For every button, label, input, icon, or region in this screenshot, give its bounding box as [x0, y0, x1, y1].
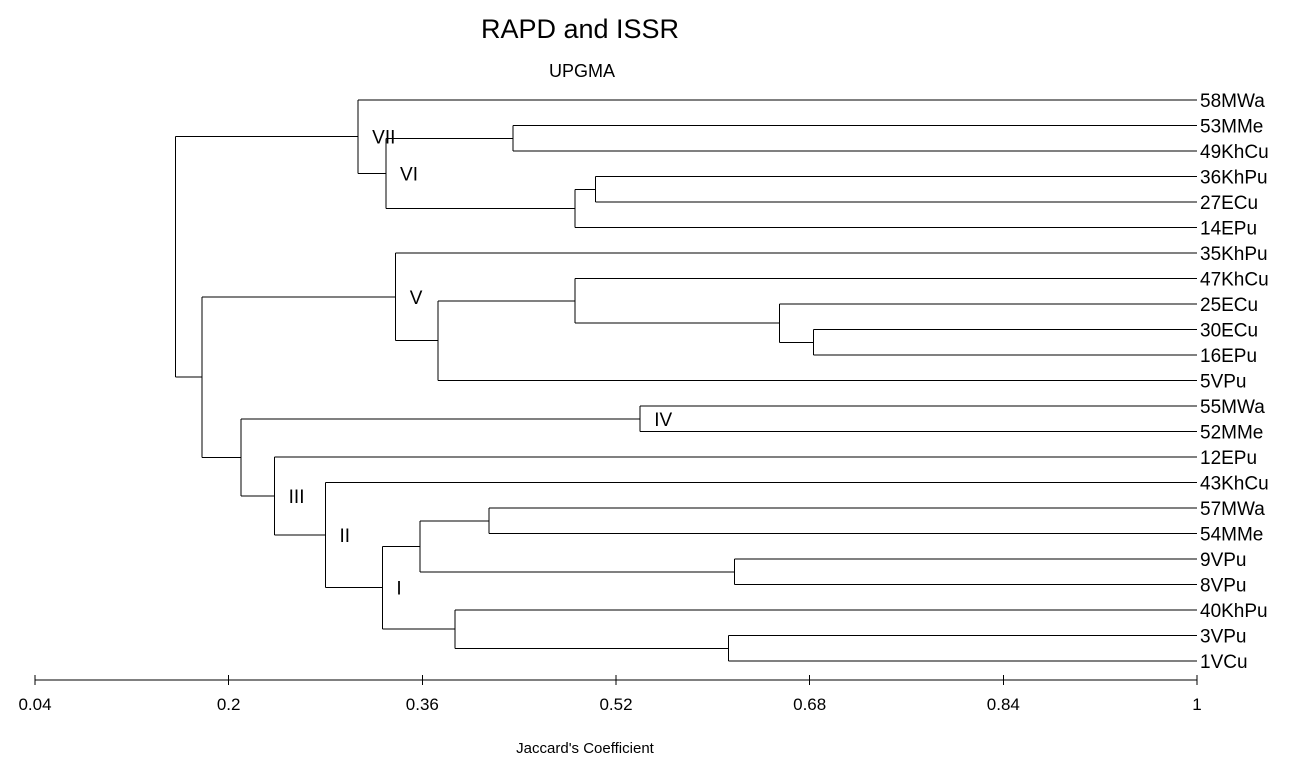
leaf-label: 49KhCu [1200, 142, 1269, 163]
x-tick-label: 0.68 [793, 695, 826, 714]
leaf-label: 53MMe [1200, 117, 1263, 138]
leaf-label: 47KhCu [1200, 270, 1269, 291]
leaf-label: 12EPu [1200, 448, 1257, 469]
chart-subtitle: UPGMA [549, 61, 615, 81]
leaf-labels: 58MWa 53MMe 49KhCu 36KhPu 27ECu 14EPu 35KhPu 47… [1200, 91, 1269, 673]
group-label-VI: VI [400, 164, 418, 185]
leaf-label: 35KhPu [1200, 244, 1268, 265]
leaf-label: 9VPu [1200, 550, 1246, 571]
leaf-label: 27ECu [1200, 193, 1258, 214]
leaf-label: 57MWa [1200, 499, 1265, 520]
leaf-label: 14EPu [1200, 219, 1257, 240]
leaf-label: 40KhPu [1200, 601, 1268, 622]
x-axis-label: Jaccard's Coefficient [516, 740, 654, 757]
chart-title: RAPD and ISSR [481, 14, 679, 44]
leaf-label: 58MWa [1200, 91, 1265, 112]
group-label-III: III [289, 487, 305, 508]
leaf-label: 3VPu [1200, 627, 1246, 648]
x-tick-label: 1 [1192, 695, 1201, 714]
leaf-label: 30ECu [1200, 321, 1258, 342]
leaf-label: 25ECu [1200, 295, 1258, 316]
x-tick-label: 0.04 [18, 695, 51, 714]
leaf-label: 5VPu [1200, 372, 1246, 393]
leaf-label: 55MWa [1200, 397, 1265, 418]
x-axis: 0.04 0.2 0.36 0.52 0.68 0.84 1 [18, 675, 1202, 714]
leaf-label: 52MMe [1200, 423, 1263, 444]
leaf-label: 43KhCu [1200, 474, 1269, 495]
group-label-V: V [410, 288, 423, 309]
leaf-label: 54MMe [1200, 525, 1263, 546]
leaf-label: 8VPu [1200, 576, 1246, 597]
group-label-IV: IV [654, 410, 672, 431]
x-tick-label: 0.52 [599, 695, 632, 714]
x-tick-label: 0.36 [406, 695, 439, 714]
dendrogram-branches [174, 99, 1197, 662]
leaf-label: 1VCu [1200, 652, 1248, 673]
group-label-I: I [396, 579, 401, 600]
x-tick-label: 0.84 [987, 695, 1020, 714]
group-label-VII: VII [372, 128, 395, 149]
x-tick-label: 0.2 [217, 695, 241, 714]
leaf-label: 36KhPu [1200, 168, 1268, 189]
group-label-II: II [340, 526, 351, 547]
leaf-label: 16EPu [1200, 346, 1257, 367]
